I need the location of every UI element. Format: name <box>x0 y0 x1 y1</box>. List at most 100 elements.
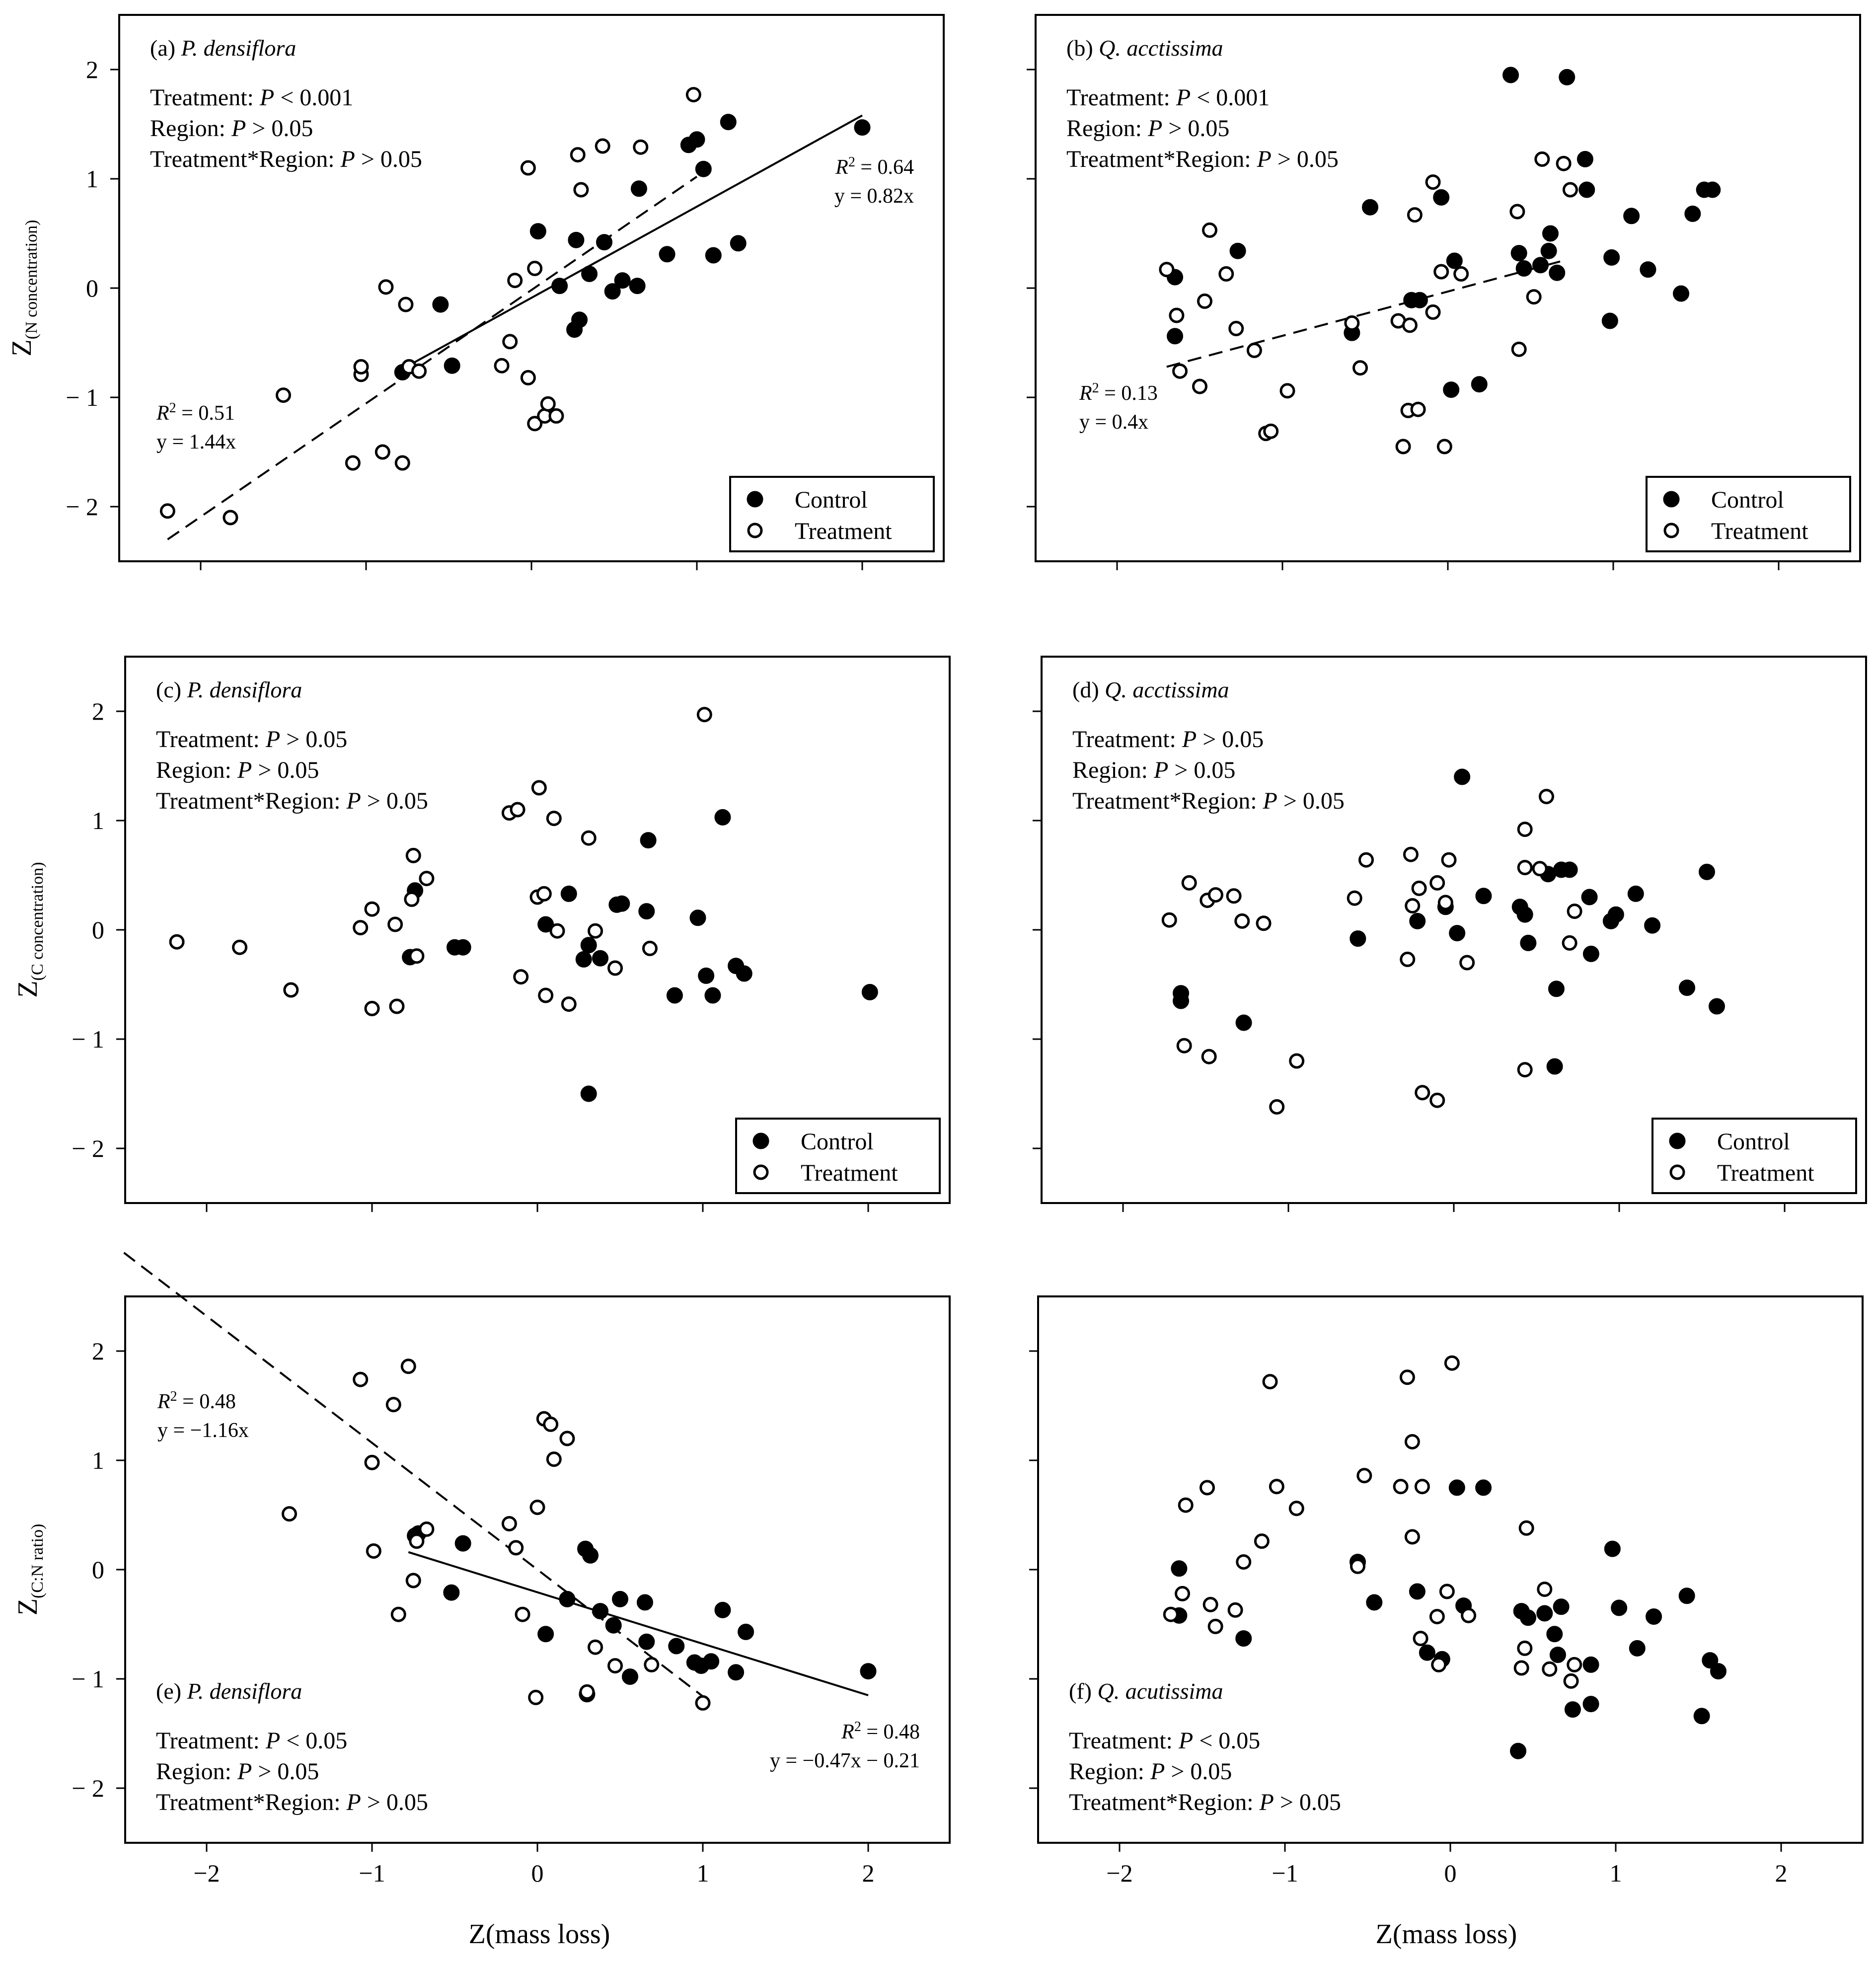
regression-line-solid <box>402 114 863 370</box>
panel-b: (b) Q. acctissima Treatment: P < 0.001 Reg… <box>1027 14 1861 570</box>
legend-control-label: Control <box>801 1129 874 1155</box>
stat-line: Treatment: P > 0.05 <box>156 726 347 753</box>
x-tick-label: 2 <box>1775 1859 1788 1887</box>
point-treatment <box>419 871 435 887</box>
legend-treatment-label: Treatment <box>795 518 892 544</box>
point-treatment <box>549 923 565 939</box>
y-tick-label: 0 <box>92 1556 104 1584</box>
point-treatment <box>501 1516 517 1532</box>
legend-treatment-label: Treatment <box>801 1160 898 1186</box>
panel-title: (f) Q. acutissima <box>1069 1678 1223 1704</box>
point-treatment <box>353 1371 369 1387</box>
point-treatment <box>282 1506 297 1522</box>
panel-title-prefix: (d) <box>1072 677 1105 702</box>
point-control <box>1449 925 1466 942</box>
point-treatment <box>546 811 562 827</box>
stat-label: Treatment: <box>1066 84 1176 111</box>
point-treatment <box>353 920 369 936</box>
point-treatment <box>1459 955 1475 971</box>
panel-title-species: P. densiflora <box>181 35 297 61</box>
point-control <box>443 1584 460 1601</box>
panel-title-species: Q. acctissima <box>1105 677 1229 702</box>
point-treatment <box>1537 1582 1553 1597</box>
point-treatment <box>1407 207 1423 223</box>
point-control <box>714 1601 731 1618</box>
fit-r2-symbol: R <box>157 1390 170 1413</box>
stat-label: Treatment: <box>156 1728 266 1754</box>
point-treatment <box>419 1521 435 1537</box>
point-treatment <box>1433 264 1449 280</box>
point-treatment <box>696 707 712 723</box>
point-treatment <box>1429 1609 1445 1625</box>
stat-label: Region: <box>156 757 237 783</box>
point-control <box>630 180 647 197</box>
point-control <box>698 967 715 984</box>
panel-title-species: P. densiflora <box>187 677 302 702</box>
point-control <box>1510 245 1527 262</box>
point-control <box>1708 998 1725 1015</box>
stat-label: Treatment: <box>156 726 266 753</box>
stat-line: Region: P > 0.05 <box>1069 1758 1232 1785</box>
y-tick-label: − 2 <box>72 1134 104 1162</box>
stat-line: Treatment*Region: P > 0.05 <box>156 1789 428 1815</box>
point-control <box>592 950 609 967</box>
y-axis-label-sub: (C:N ratio) <box>28 1524 47 1598</box>
panel-a: − 2 − 1 0 1 2 Z(N concentration) (a) P. densif… <box>6 14 945 570</box>
stat-label: Region: <box>156 1758 237 1785</box>
stat-label: Region: <box>1066 115 1148 142</box>
stat-label: Treatment*Region: <box>1072 788 1263 814</box>
point-control <box>1640 261 1656 278</box>
point-control <box>613 895 630 912</box>
point-treatment <box>1513 1660 1529 1676</box>
point-control <box>1684 205 1701 222</box>
point-control <box>695 160 712 177</box>
point-control <box>1229 242 1246 259</box>
fit-r2-superscript: 2 <box>1092 380 1099 396</box>
point-control <box>1548 981 1565 997</box>
point-control <box>659 246 675 263</box>
point-control <box>1693 1708 1710 1725</box>
point-control <box>559 1590 576 1607</box>
point-treatment <box>1256 915 1272 931</box>
fit-r2-symbol: R <box>1079 382 1092 405</box>
stat-label: Treatment: <box>1069 1728 1179 1754</box>
stat-p: P <box>259 84 274 111</box>
point-treatment <box>1399 1369 1415 1385</box>
point-treatment <box>1511 341 1527 357</box>
stat-value: > 0.05 <box>355 146 422 172</box>
point-treatment <box>1517 1062 1533 1078</box>
point-control <box>1366 1594 1383 1611</box>
fit-r2-label: R2 = 0.51 <box>156 400 235 425</box>
panel-c: − 2 − 1 0 1 2 Z(C concentration) (c) P. densif… <box>12 656 951 1212</box>
point-control <box>704 987 721 1004</box>
point-treatment <box>1199 1480 1215 1496</box>
point-treatment <box>1218 266 1234 282</box>
point-treatment <box>1197 293 1212 309</box>
point-treatment <box>1441 852 1457 868</box>
point-control <box>720 114 737 131</box>
point-treatment <box>538 987 554 1003</box>
point-treatment <box>378 279 394 295</box>
stat-p: P <box>1178 1728 1193 1754</box>
fit-r2-value: = 0.13 <box>1099 382 1158 405</box>
point-control <box>1549 264 1566 281</box>
point-control <box>668 1638 685 1655</box>
point-control <box>1582 1656 1599 1673</box>
point-treatment <box>1404 1434 1420 1450</box>
regression-line-dashed <box>123 1252 704 1697</box>
point-treatment <box>1227 1602 1243 1618</box>
y-axis-label-main: Z <box>12 1598 43 1615</box>
point-control <box>1520 934 1537 951</box>
stat-line: Treatment*Region: P > 0.05 <box>1066 146 1339 172</box>
stat-line: Region: P > 0.05 <box>150 115 313 142</box>
point-treatment <box>546 1451 562 1467</box>
point-control <box>1546 1058 1563 1075</box>
stat-line: Treatment: P < 0.001 <box>150 84 353 111</box>
point-control <box>592 1603 609 1620</box>
point-control <box>1601 312 1618 329</box>
panel-title-prefix: (c) <box>156 677 187 702</box>
stat-p: P <box>1257 146 1272 172</box>
stat-p: P <box>231 115 246 142</box>
point-treatment <box>607 1658 623 1674</box>
point-treatment <box>1169 307 1185 323</box>
